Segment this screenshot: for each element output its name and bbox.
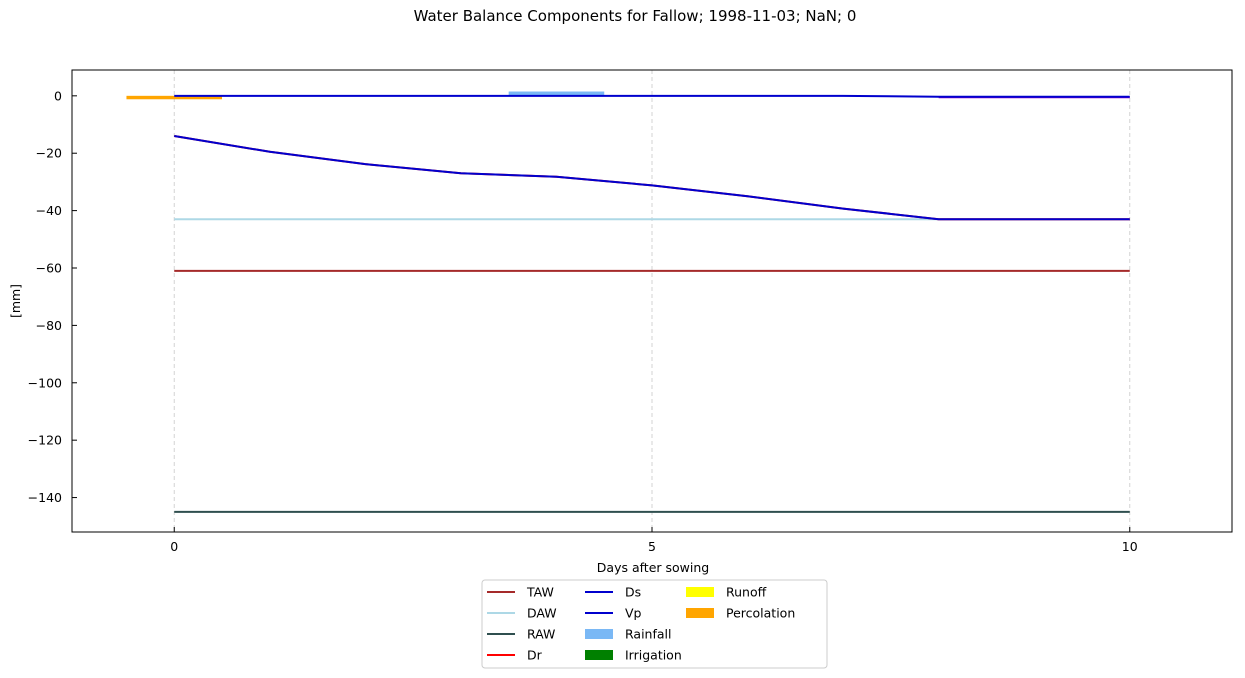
y-tick-label-0: 0: [54, 88, 62, 103]
legend-label-ds: Ds: [625, 585, 641, 600]
y-tick-label-3: −60: [36, 261, 62, 276]
x-axis-label: Days after sowing: [597, 560, 709, 575]
legend-label-raw: RAW: [527, 627, 555, 642]
tick-layer: 0 5 10 0 −20 −40 −60 −80 −100 −120 −140: [28, 88, 1138, 554]
legend-swatch-irrigation: [585, 650, 613, 660]
y-tick-label-5: −100: [28, 375, 62, 390]
legend-label-percolation: Percolation: [726, 606, 795, 621]
legend-label-irrigation: Irrigation: [625, 648, 682, 663]
series-layer: [126, 91, 1130, 513]
legend-label-daw: DAW: [527, 606, 557, 621]
y-tick-label-6: −120: [28, 433, 62, 448]
x-tick-label-0: 0: [170, 539, 178, 554]
bar-percolation-0: [126, 95, 223, 100]
legend-label-vp: Vp: [625, 606, 642, 621]
legend-label-taw: TAW: [526, 585, 554, 600]
legend-label-runoff: Runoff: [726, 585, 767, 600]
line-vp: [174, 94, 1130, 98]
legend-label-rainfall: Rainfall: [625, 627, 671, 642]
y-tick-label-1: −20: [36, 146, 62, 161]
legend-swatch-runoff: [686, 587, 714, 597]
legend: TAW DAW RAW Dr Ds Vp Rainfall Irrigation Runoff P…: [481, 579, 828, 669]
y-tick-label-2: −40: [36, 203, 62, 218]
legend-swatch-rainfall: [585, 629, 613, 639]
grid-layer: [173, 70, 1131, 532]
y-axis-label: [mm]: [8, 284, 23, 318]
line-ds: [174, 135, 1130, 221]
legend-label-dr: Dr: [527, 648, 543, 663]
y-tick-label-7: −140: [28, 490, 62, 505]
legend-frame: [481, 579, 828, 669]
x-tick-label-1: 5: [648, 539, 656, 554]
legend-swatch-percolation: [686, 608, 714, 618]
x-tick-label-2: 10: [1122, 539, 1138, 554]
bar-rainfall-0: [508, 91, 605, 96]
y-tick-label-4: −80: [36, 318, 62, 333]
chart-title: Water Balance Components for Fallow; 199…: [414, 7, 857, 25]
